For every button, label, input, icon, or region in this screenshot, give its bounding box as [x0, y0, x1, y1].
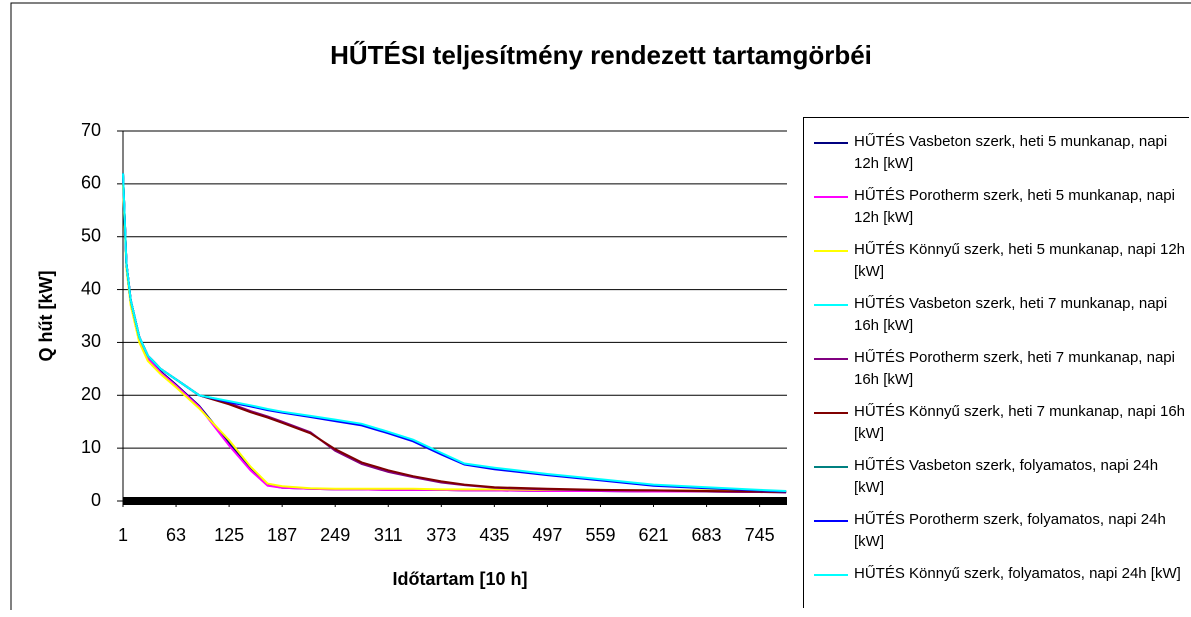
legend-item: HŰTÉS Porotherm szerk, folyamatos, napi …	[804, 509, 1189, 563]
y-tick-label: 20	[81, 384, 101, 404]
x-tick-label: 187	[267, 525, 297, 545]
legend-label: HŰTÉS Könnyű szerk, heti 5 munkanap, nap…	[854, 241, 1186, 280]
series-line	[122, 173, 787, 492]
legend-item: HŰTÉS Vasbeton szerk, heti 7 munkanap, n…	[804, 293, 1189, 347]
x-tick-label: 373	[426, 525, 456, 545]
legend-item: HŰTÉS Könnyű szerk, heti 7 munkanap, nap…	[804, 401, 1189, 455]
legend-label: HŰTÉS Vasbeton szerk, heti 5 munkanap, n…	[854, 133, 1168, 172]
legend-label: HŰTÉS Könnyű szerk, heti 7 munkanap, nap…	[854, 403, 1186, 442]
x-tick-label: 497	[532, 525, 562, 545]
y-tick-label: 50	[81, 225, 101, 245]
x-tick-label: 249	[320, 525, 350, 545]
legend-item: HŰTÉS Könnyű szerk, heti 5 munkanap, nap…	[804, 239, 1189, 293]
x-tick-label: 621	[638, 525, 668, 545]
x-tick-label: 63	[166, 525, 186, 545]
x-tick-label: 311	[374, 525, 403, 545]
legend-swatch	[814, 520, 848, 522]
chart-title: HŰTÉSI teljesítmény rendezett tartamgörb…	[330, 40, 872, 70]
legend-item: HŰTÉS Porotherm szerk, heti 7 munkanap, …	[804, 347, 1189, 401]
x-tick-label: 1	[118, 525, 128, 545]
x-tick-label: 559	[585, 525, 615, 545]
y-tick-label: 60	[81, 173, 101, 193]
legend-swatch	[814, 196, 848, 198]
legend-swatch	[814, 574, 848, 576]
x-tick-label: 683	[692, 525, 722, 545]
legend-label: HŰTÉS Vasbeton szerk, heti 7 munkanap, n…	[854, 295, 1168, 334]
legend-label: HŰTÉS Porotherm szerk, folyamatos, napi …	[854, 511, 1166, 550]
legend-swatch	[814, 358, 848, 360]
legend-item: HŰTÉS Könnyű szerk, folyamatos, napi 24h…	[804, 563, 1189, 617]
y-tick-label: 0	[91, 490, 101, 510]
legend-swatch	[814, 466, 848, 468]
y-tick-label: 40	[81, 278, 101, 298]
legend-swatch	[814, 412, 848, 414]
y-tick-label: 70	[81, 120, 101, 140]
legend-label: HŰTÉS Porotherm szerk, heti 7 munkanap, …	[854, 349, 1175, 388]
legend-item: HŰTÉS Vasbeton szerk, heti 5 munkanap, n…	[804, 131, 1189, 185]
legend-swatch	[814, 142, 848, 144]
legend-item: HŰTÉS Porotherm szerk, heti 5 munkanap, …	[804, 185, 1189, 239]
y-tick-label: 30	[81, 331, 101, 351]
x-axis-label: Időtartam [10 h]	[392, 569, 527, 589]
legend-swatch	[814, 304, 848, 306]
y-tick-label: 10	[81, 437, 101, 457]
x-tick-label: 125	[214, 525, 244, 545]
legend: HŰTÉS Vasbeton szerk, heti 5 munkanap, n…	[803, 117, 1189, 608]
legend-label: HŰTÉS Vasbeton szerk, folyamatos, napi 2…	[854, 457, 1159, 496]
legend-swatch	[814, 250, 848, 252]
y-axis-label: Q hűt [kW]	[36, 271, 56, 362]
x-tick-label: 435	[479, 525, 509, 545]
legend-label: HŰTÉS Porotherm szerk, heti 5 munkanap, …	[854, 187, 1175, 226]
legend-item: HŰTÉS Vasbeton szerk, folyamatos, napi 2…	[804, 455, 1189, 509]
legend-label: HŰTÉS Könnyű szerk, folyamatos, napi 24h…	[854, 565, 1181, 582]
x-tick-label: 745	[745, 525, 775, 545]
